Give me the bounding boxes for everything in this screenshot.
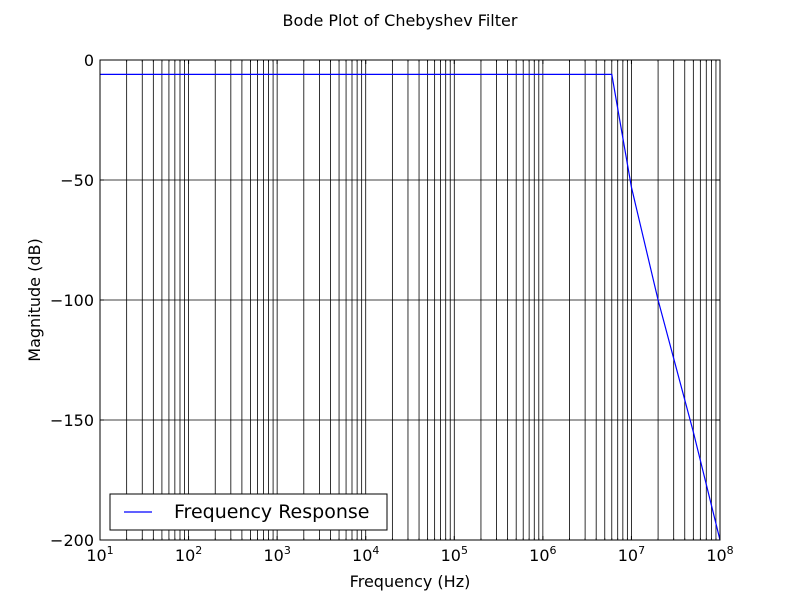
x-tick-label: 106 — [529, 544, 556, 565]
y-tick-label: −100 — [50, 291, 94, 310]
x-tick-labels: 101 102 103 104 105 106 107 108 — [86, 544, 733, 565]
x-tick-label: 103 — [263, 544, 290, 565]
x-tick-label: 107 — [618, 544, 645, 565]
series-line-frequency-response — [100, 73, 721, 541]
grid — [99, 59, 721, 541]
y-tick-label: −200 — [50, 531, 94, 550]
x-tick-label: 104 — [352, 544, 379, 565]
tick-marks — [99, 59, 721, 541]
x-tick-label: 105 — [441, 544, 468, 565]
y-tick-label: −150 — [50, 411, 94, 430]
x-axis-label: Frequency (Hz) — [350, 572, 471, 591]
legend-label-frequency-response: Frequency Response — [174, 501, 369, 523]
x-tick-label: 108 — [706, 544, 733, 565]
y-axis-label: Magnitude (dB) — [25, 238, 44, 361]
y-tick-label: −50 — [60, 171, 94, 190]
legend: Frequency Response — [109, 493, 388, 531]
y-tick-labels: 0 −50 −100 −150 −200 — [50, 51, 94, 550]
x-tick-label: 102 — [175, 544, 202, 565]
y-tick-label: 0 — [84, 51, 94, 70]
chart-title: Bode Plot of Chebyshev Filter — [283, 11, 518, 30]
series-layer — [100, 73, 721, 541]
legend-box — [109, 493, 388, 531]
